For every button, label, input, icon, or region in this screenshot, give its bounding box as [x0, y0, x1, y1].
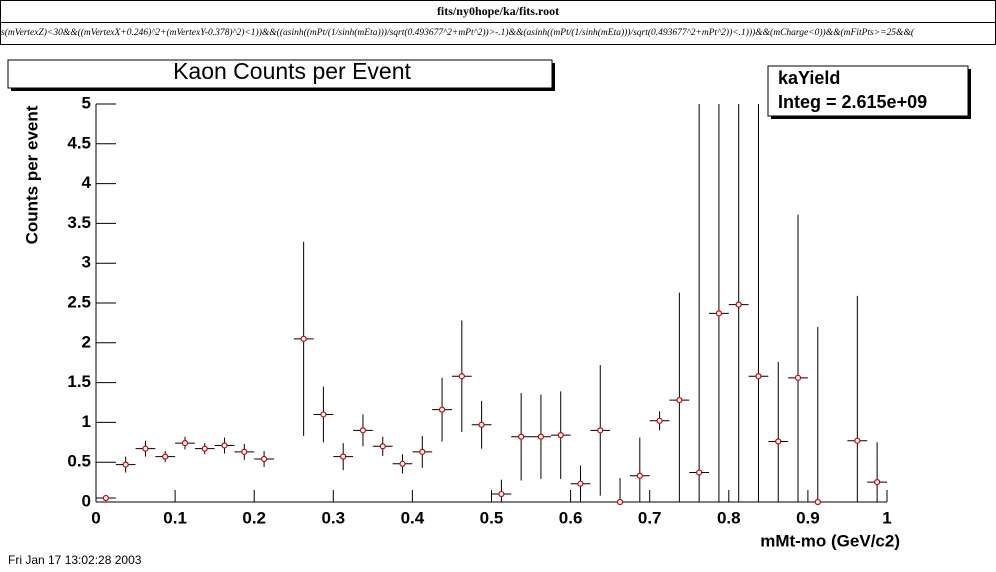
x-tick-label: 0.6: [559, 508, 583, 527]
y-tick-label: 4: [82, 173, 92, 192]
y-tick-label: 1: [82, 412, 91, 431]
data-point: [438, 406, 446, 413]
data-point: [498, 490, 505, 498]
data-point: [458, 373, 465, 380]
title-box: [7, 59, 553, 89]
stats-text: Integ = 2.615e+09: [778, 92, 927, 112]
chart-title: Kaon Counts per Event: [173, 58, 411, 84]
data-point: [676, 397, 683, 404]
y-tick-label: 0.5: [67, 452, 91, 471]
x-tick-label: 0.7: [638, 508, 662, 527]
data-point: [379, 443, 386, 450]
data-point: [577, 480, 584, 487]
data-point: [616, 498, 624, 506]
y-tick-label: 5: [82, 93, 91, 112]
y-tick-label: 2.5: [67, 292, 91, 311]
data-point: [162, 453, 169, 460]
data-point: [221, 442, 228, 449]
data-point: [419, 448, 426, 455]
data-point: [537, 433, 545, 440]
data-point: [122, 461, 129, 468]
x-tick-label: 0.2: [242, 508, 266, 527]
data-point: [241, 448, 248, 455]
data-point: [518, 433, 525, 440]
x-axis-label: mMt-mo (GeV/c2): [760, 531, 900, 550]
x-tick-label: 0.5: [480, 508, 504, 527]
data-point: [340, 453, 347, 460]
data-point: [399, 460, 406, 467]
x-tick-label: 0.3: [321, 508, 345, 527]
data-point: [656, 417, 663, 424]
x-tick-label: 1: [882, 508, 891, 527]
data-point: [755, 373, 762, 380]
y-axis-label: Counts per event: [22, 105, 41, 244]
data-point: [874, 479, 881, 486]
data-point: [181, 439, 189, 447]
data-point: [854, 437, 861, 444]
data-point: [359, 427, 367, 434]
data-point: [775, 438, 782, 445]
x-tick-label: 0.9: [796, 508, 820, 527]
y-tick-label: 2: [82, 332, 91, 351]
data-point: [300, 335, 307, 342]
data-point: [102, 494, 109, 502]
data-point: [201, 445, 208, 452]
chart: Kaon Counts per Event kaYield Integ = 2.…: [7, 58, 971, 567]
data-point: [142, 445, 149, 452]
y-tick-label: 1.5: [67, 372, 91, 391]
x-tick-label: 0.1: [163, 508, 187, 527]
data-point: [794, 374, 802, 381]
x-tick-label: 0.4: [401, 508, 425, 527]
stats-box: [767, 65, 969, 117]
y-tick-label: 3.5: [67, 213, 91, 232]
timestamp: Fri Jan 17 13:02:28 2003: [8, 553, 142, 567]
y-tick-label: 4.5: [67, 133, 91, 152]
data-point: [735, 301, 742, 308]
x-tick-label: 0: [91, 508, 100, 527]
data-point: [636, 472, 643, 479]
data-point: [478, 421, 485, 428]
y-tick-label: 0: [82, 491, 91, 510]
data-point: [696, 469, 703, 476]
x-tick-label: 0.8: [717, 508, 741, 527]
data-point: [320, 411, 327, 418]
data-point: [260, 455, 268, 463]
data-point: [814, 498, 821, 506]
data-point: [715, 310, 723, 317]
data-point: [557, 432, 564, 439]
file-title: fits/ny0hope/ka/fits.root: [0, 0, 996, 23]
y-tick-label: 3: [82, 253, 91, 272]
stats-name: kaYield: [778, 68, 840, 88]
data-point: [597, 427, 604, 434]
cut-expression: s(mVertexZ)<30&&((mVertexX+0.246)^2+(mVe…: [0, 22, 996, 45]
